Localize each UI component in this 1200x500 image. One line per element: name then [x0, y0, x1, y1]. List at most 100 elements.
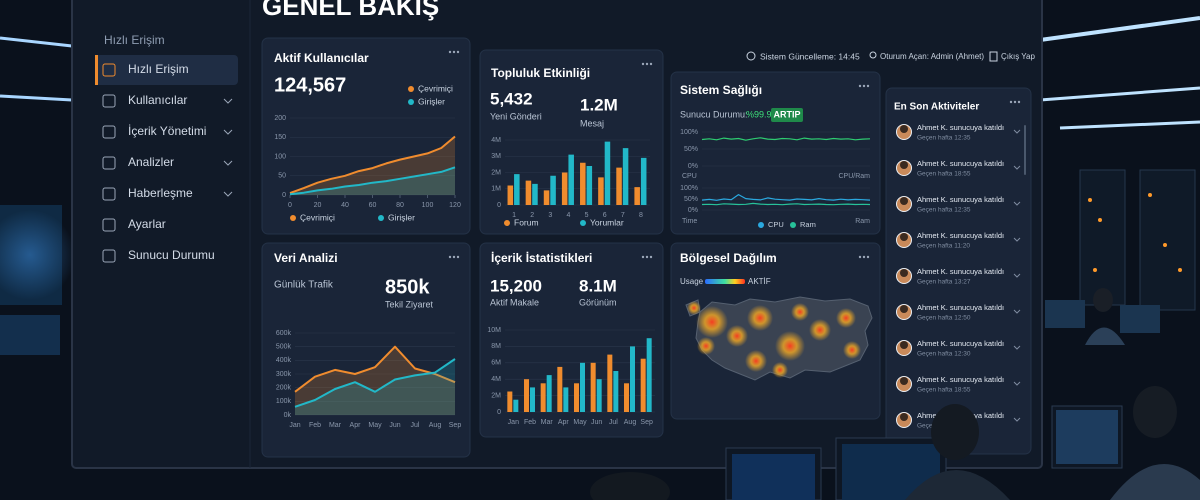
y-tick-label: 300k [276, 371, 292, 378]
x-tick-label: Jul [411, 422, 420, 429]
y-tick-label: 0% [688, 163, 698, 170]
avatar-hair [900, 377, 908, 385]
legend-swatch [758, 222, 764, 228]
active-item-bar [95, 55, 98, 85]
menu-item[interactable]: Analizler [128, 155, 174, 169]
activity-time: Geçen hafta 13:27 [917, 279, 971, 286]
bar [532, 183, 538, 205]
y-tick-label: 100% [680, 185, 698, 192]
x-tick-label: Mar [329, 422, 342, 429]
y-tick-label: 2M [491, 392, 501, 399]
menu-item[interactable]: Ayarlar [128, 217, 166, 231]
menu-icon [102, 249, 116, 263]
x-tick-label: 8 [639, 212, 643, 219]
bar [640, 358, 646, 412]
bar [634, 187, 640, 205]
sidebar: Hızlı Erişim Kullanıcılar İçerik Yönetimi A… [95, 55, 238, 263]
x-tick-label: Jun [591, 419, 602, 426]
y-tick-label: 2M [491, 169, 501, 176]
y-tick-label: 100k [276, 398, 292, 405]
chevron [1013, 129, 1021, 134]
series-line [294, 358, 456, 408]
activity-time: Geçen hafta 11:20 [917, 243, 970, 250]
card-title: İçerik İstatistikleri [491, 250, 592, 265]
menu-dot [641, 255, 645, 259]
avatar-hair [900, 125, 908, 133]
headline: 124,567 [274, 74, 346, 96]
legend-swatch [408, 99, 414, 105]
x-tick-label: 80 [396, 202, 404, 209]
x-tick-label: Jan [289, 422, 300, 429]
card-title: Veri Analizi [274, 251, 338, 265]
menu-item[interactable]: İçerik Yönetimi [128, 124, 206, 138]
x-tick-label: 100 [422, 202, 434, 209]
activity-time: Geçen hafta 12:30 [917, 351, 971, 358]
bar [525, 180, 532, 205]
series-line [701, 194, 871, 201]
y-tick-label: 0k [284, 412, 292, 419]
x-tick-label: 3 [548, 212, 552, 219]
x-tick-label: Jun [389, 422, 400, 429]
bar [580, 162, 586, 205]
x-tick-label: Aug [429, 422, 442, 429]
status-label: Sunucu Durumu: [680, 109, 748, 119]
menu-dot [1017, 100, 1021, 104]
bar [530, 387, 535, 412]
y-tick-label: 8M [491, 343, 501, 350]
activity-text: Ahmet K. sunucuya katıldı [917, 267, 1004, 276]
area-fill [290, 167, 455, 195]
foreground [590, 386, 1200, 500]
y-tick-label: 6M [491, 360, 501, 367]
x-tick-label: Jul [609, 419, 618, 426]
activity-time: Geçen hafta 18:55 [917, 387, 971, 394]
turkey-map [685, 296, 873, 381]
avatar-hair [900, 197, 908, 205]
chevron [1013, 417, 1021, 422]
menu-icon [102, 63, 116, 77]
y-tick-label: 100% [680, 129, 698, 136]
active-item-bg [95, 55, 238, 85]
room-right [1039, 16, 1200, 345]
logout[interactable]: Çıkış Yap [1001, 52, 1035, 61]
y-tick-label: 4M [491, 137, 501, 144]
user-info: Oturum Açan: Admin (Ahmet) [880, 52, 984, 61]
y-tick-label: 600k [276, 330, 292, 337]
bar [613, 371, 619, 412]
bar [550, 175, 556, 205]
axis-label: CPU/Ram [838, 173, 870, 180]
bar [546, 375, 552, 412]
y-tick-label: 0 [497, 202, 501, 209]
menu-item[interactable]: Sunucu Durumu [128, 248, 215, 262]
activity-time: Geçen hafta 12:50 [917, 315, 971, 322]
bar [640, 157, 647, 205]
axis-label: CPU [682, 173, 697, 180]
x-tick-label: 6 [603, 212, 607, 219]
y-tick-label: 400k [276, 357, 292, 364]
area-fill [295, 346, 455, 415]
logout-icon[interactable] [989, 51, 998, 62]
menu-dot [448, 50, 452, 54]
y-tick-label: 150 [274, 134, 286, 141]
legend-swatch [580, 220, 586, 226]
card-title: Topluluk Etkinliği [491, 66, 590, 80]
menu-item[interactable]: Haberleşme [128, 186, 193, 200]
chevron [1013, 165, 1021, 170]
series-line [289, 166, 456, 196]
activity-text: Ahmet K. sunucuya katıldı [917, 303, 1004, 312]
y-tick-label: 100 [274, 153, 286, 160]
x-tick-label: Jan [508, 419, 519, 426]
map-legend-high: AKTİF [748, 277, 771, 286]
series-line [701, 137, 871, 141]
status-badge-bg [771, 108, 803, 122]
menu-item[interactable]: Hızlı Erişim [128, 62, 189, 76]
activity-time: Geçen hafta 12:35 [917, 135, 971, 142]
page-title: GENEL BAKIŞ [262, 0, 439, 21]
menu-dot [862, 255, 866, 259]
series-line [701, 202, 871, 206]
menu-dot [448, 255, 452, 259]
x-tick-label: 4 [566, 212, 570, 219]
usage-scale [705, 279, 745, 284]
menu-item[interactable]: Kullanıcılar [128, 93, 187, 107]
legend-label: Girişler [388, 212, 415, 222]
